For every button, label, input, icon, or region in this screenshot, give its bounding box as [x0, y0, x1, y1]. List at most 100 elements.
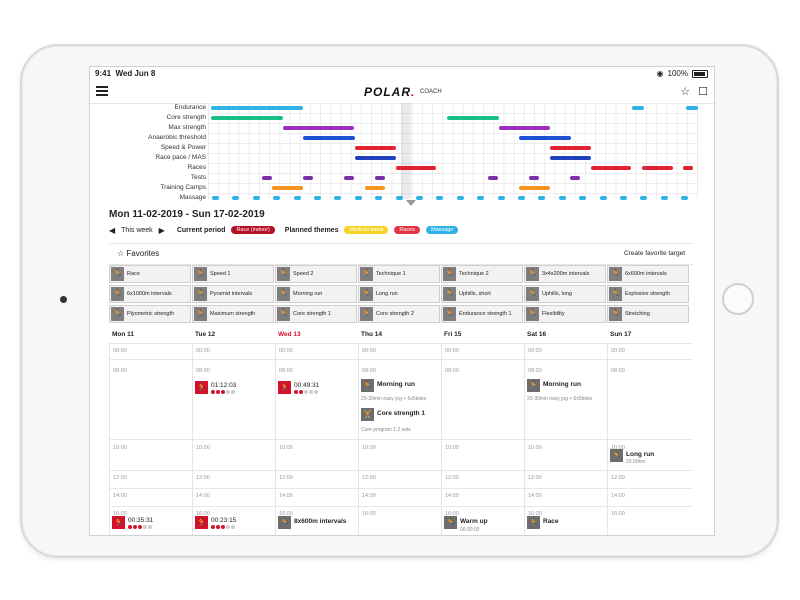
- gantt-bar[interactable]: [395, 196, 403, 200]
- gantt-bar[interactable]: [456, 196, 464, 200]
- gantt-bar[interactable]: [355, 146, 396, 150]
- day-header[interactable]: Sat 16: [527, 331, 547, 338]
- gantt-bar[interactable]: [283, 126, 354, 130]
- event-title[interactable]: Race: [543, 518, 559, 525]
- event-title[interactable]: Warm up: [460, 518, 488, 525]
- favorite-tile[interactable]: 🏃 Endurance strength 1: [441, 305, 523, 323]
- event-title[interactable]: Core strength 1: [377, 410, 426, 417]
- current-period-badge[interactable]: Race (indoor): [231, 226, 275, 234]
- gantt-bar[interactable]: [599, 196, 607, 200]
- day-header[interactable]: Tue 12: [195, 331, 216, 338]
- running-icon[interactable]: 🏃: [112, 516, 125, 529]
- gantt-bar[interactable]: [314, 196, 321, 200]
- this-week-button[interactable]: This week: [121, 226, 153, 234]
- favorite-tile[interactable]: 🏃 3x4x200m intervals: [524, 265, 606, 283]
- theme-badge[interactable]: Massage: [426, 226, 459, 234]
- favorite-tile[interactable]: 🏃 Technique 1: [358, 265, 440, 283]
- day-column[interactable]: [192, 343, 275, 535]
- favorite-tile[interactable]: 🏃 6x600m intervals: [607, 265, 689, 283]
- gantt-bar[interactable]: [570, 176, 580, 180]
- gantt-bar[interactable]: [488, 176, 498, 180]
- favorite-tile[interactable]: 🏃 Race: [109, 265, 191, 283]
- running-icon[interactable]: 🏃: [527, 516, 540, 529]
- gantt-bar[interactable]: [538, 196, 546, 200]
- gantt-bar[interactable]: [558, 196, 566, 200]
- gantt-bar[interactable]: [477, 196, 485, 200]
- running-icon[interactable]: 🏃: [278, 381, 291, 394]
- gantt-bar[interactable]: [529, 176, 539, 180]
- gantt-bar[interactable]: [272, 186, 303, 190]
- gantt-bar[interactable]: [519, 136, 571, 140]
- favorite-tile[interactable]: 🏃 Core strength 2: [358, 305, 440, 323]
- gantt-bar[interactable]: [681, 196, 689, 200]
- day-column[interactable]: [275, 343, 358, 535]
- gantt-bar[interactable]: [550, 156, 591, 160]
- gantt-bar[interactable]: [375, 196, 383, 200]
- gantt-bar[interactable]: [550, 146, 591, 150]
- gantt-bar[interactable]: [396, 166, 436, 170]
- favorite-tile[interactable]: 🏃 Explosive strength: [607, 285, 689, 303]
- event-title[interactable]: Long run: [626, 451, 655, 458]
- gantt-bar[interactable]: [211, 106, 303, 110]
- gantt-bar[interactable]: [642, 166, 673, 170]
- day-header[interactable]: Mon 11: [112, 331, 135, 338]
- event-title[interactable]: Morning run: [377, 381, 415, 388]
- day-column[interactable]: [524, 343, 607, 535]
- gantt-bar[interactable]: [354, 196, 362, 200]
- gantt-bar[interactable]: [273, 196, 281, 200]
- next-week-icon[interactable]: ▶: [158, 225, 165, 235]
- favorite-tile[interactable]: 🏃 Flexibility: [524, 305, 606, 323]
- favorite-tile[interactable]: 🏃 Uphills, long: [524, 285, 606, 303]
- theme-badge[interactable]: Races: [394, 226, 420, 234]
- favorite-tile[interactable]: 🏃 Uphills, short: [441, 285, 523, 303]
- day-column[interactable]: [607, 343, 690, 535]
- event-duration[interactable]: 00:35:31: [128, 517, 154, 524]
- event-duration[interactable]: 01:12:03: [211, 382, 237, 389]
- running-icon[interactable]: 🏃: [610, 449, 623, 462]
- strength-icon[interactable]: 🏋: [361, 408, 374, 421]
- day-header[interactable]: Fri 15: [444, 331, 462, 338]
- gantt-bar[interactable]: [262, 176, 272, 180]
- gantt-bar[interactable]: [620, 196, 627, 200]
- favorite-tile[interactable]: 🏃 6x1000m intervals: [109, 285, 191, 303]
- gantt-bar[interactable]: [632, 106, 644, 110]
- favorite-tile[interactable]: 🏃 Technique 2: [441, 265, 523, 283]
- favorite-tile[interactable]: 🏃 Pyramid intervals: [192, 285, 274, 303]
- day-header[interactable]: Sun 17: [610, 331, 632, 338]
- gantt-bar[interactable]: [519, 186, 550, 190]
- favorite-tile[interactable]: 🏃 Long run: [358, 285, 440, 303]
- event-duration[interactable]: 00:49:31: [294, 382, 320, 389]
- day-header[interactable]: Wed 13: [278, 331, 301, 338]
- favorite-tile[interactable]: 🏃 Speed 1: [192, 265, 274, 283]
- home-button[interactable]: [722, 283, 754, 315]
- gantt-bar[interactable]: [660, 196, 668, 200]
- gantt-bar[interactable]: [686, 106, 698, 110]
- running-icon[interactable]: 🏃: [278, 516, 291, 529]
- favorite-tile[interactable]: 🏃 Plyometric strength: [109, 305, 191, 323]
- gantt-bar[interactable]: [212, 196, 219, 200]
- running-icon[interactable]: 🏃: [361, 379, 374, 392]
- gantt-bar[interactable]: [499, 126, 550, 130]
- gantt-bar[interactable]: [497, 196, 505, 200]
- running-icon[interactable]: 🏃: [444, 516, 457, 529]
- gantt-bar[interactable]: [640, 196, 648, 200]
- gantt-bar[interactable]: [365, 186, 385, 190]
- favorite-tile[interactable]: 🏃 Core strength 1: [275, 305, 357, 323]
- gantt-bar[interactable]: [355, 156, 396, 160]
- gantt-bar[interactable]: [232, 196, 240, 200]
- event-duration[interactable]: 00:23:15: [211, 517, 237, 524]
- day-header[interactable]: Thu 14: [361, 331, 382, 338]
- gantt-bar[interactable]: [375, 176, 385, 180]
- theme-badge[interactable]: Medium week: [344, 226, 389, 234]
- gantt-bar[interactable]: [416, 196, 423, 200]
- gantt-bar[interactable]: [334, 196, 342, 200]
- gantt-bar[interactable]: [211, 116, 283, 120]
- create-favorite-link[interactable]: Create favorite target: [623, 250, 685, 257]
- running-icon[interactable]: 🏃: [195, 516, 208, 529]
- gantt-bar[interactable]: [579, 196, 587, 200]
- favorite-tile[interactable]: 🏃 Speed 2: [275, 265, 357, 283]
- gantt-bar[interactable]: [293, 196, 301, 200]
- day-column[interactable]: [109, 343, 192, 535]
- gantt-bar[interactable]: [344, 176, 354, 180]
- gantt-bar[interactable]: [303, 136, 355, 140]
